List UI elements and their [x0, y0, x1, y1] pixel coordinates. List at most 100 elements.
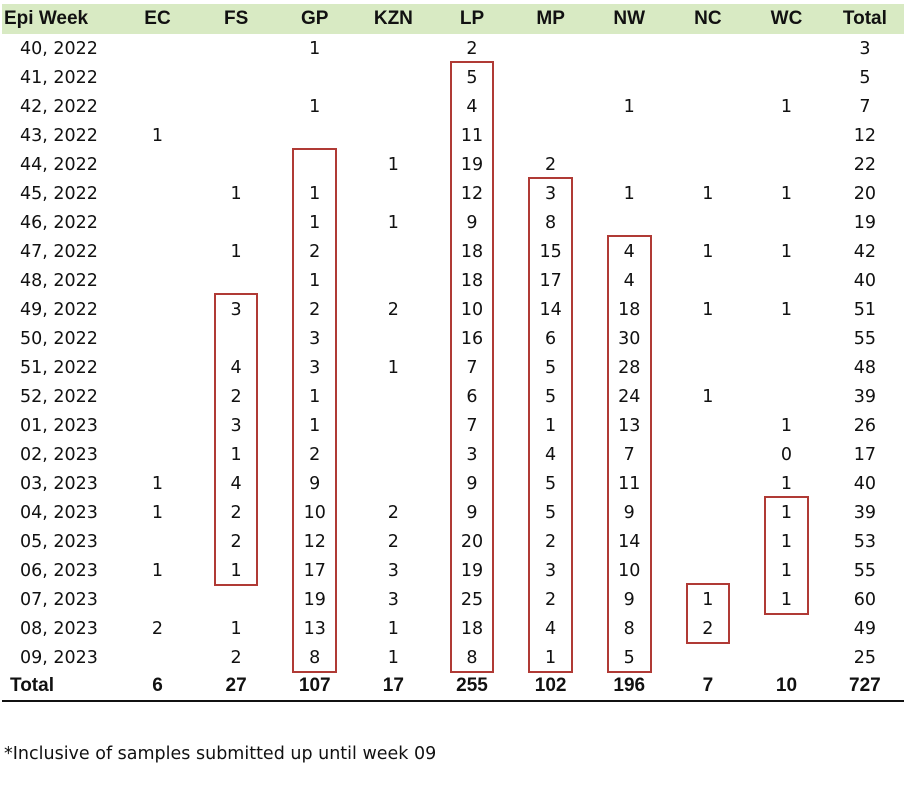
count-cell: 4 — [545, 444, 557, 465]
table-row: 52, 2022 2 1 6 5 24 1 39 — [2, 382, 904, 411]
count-cell — [747, 643, 826, 672]
table-row: 03, 2023 1 4 9 9 5 11 1 40 — [2, 469, 904, 498]
count-cell: 1 — [780, 473, 793, 494]
count-cell: 1 — [780, 560, 793, 581]
count-cell: 7 — [466, 357, 478, 378]
count-cell: 3 — [859, 38, 871, 59]
epi-week-cell: 05, 2023 — [20, 531, 98, 552]
table-body: 40, 2022 1 2 3 41, 2022 5 5 42, 2022 1 4 1 1 7 43, 20… — [2, 34, 904, 702]
count-cell: 2 — [387, 502, 399, 523]
count-cell: 1 — [780, 502, 793, 523]
count-cell: 5 — [466, 67, 478, 88]
epi-week-cell: 02, 2023 — [20, 444, 98, 465]
table-row: 50, 2022 3 16 6 30 55 — [2, 324, 904, 353]
count-cell: 2 — [230, 502, 242, 523]
count-cell — [669, 34, 748, 63]
count-cell — [511, 92, 590, 121]
count-cell: 1 — [780, 531, 793, 552]
total-cell: 6 — [118, 672, 197, 702]
count-cell: 9 — [623, 589, 635, 610]
count-cell: 5 — [545, 502, 557, 523]
total-cell: 27 — [196, 672, 276, 702]
count-cell — [511, 63, 590, 92]
count-cell: 1 — [387, 357, 399, 378]
count-cell: 1 — [702, 299, 714, 320]
count-cell: 39 — [853, 502, 877, 523]
epi-week-cell: 47, 2022 — [20, 241, 98, 262]
count-cell: 1 — [623, 183, 635, 204]
epi-week-cell: 09, 2023 — [20, 647, 98, 668]
count-cell: 55 — [853, 560, 877, 581]
total-cell: 102 — [511, 672, 590, 702]
count-cell: 3 — [387, 560, 399, 581]
column-header: KZN — [373, 8, 413, 29]
count-cell: 1 — [387, 212, 399, 233]
count-cell: 2 — [387, 299, 399, 320]
count-cell: 8 — [466, 647, 478, 668]
count-cell: 12 — [853, 125, 877, 146]
column-header: FS — [223, 8, 249, 29]
count-cell: 20 — [853, 183, 877, 204]
count-cell — [354, 34, 433, 63]
count-cell: 19 — [460, 560, 484, 581]
count-cell: 4 — [545, 618, 557, 639]
total-cell: 7 — [668, 672, 748, 702]
count-cell: 5 — [545, 386, 557, 407]
table-row: 40, 2022 1 2 3 — [2, 34, 904, 63]
count-cell — [118, 382, 197, 411]
count-cell: 3 — [545, 560, 557, 581]
epi-week-cell: 41, 2022 — [20, 67, 98, 88]
count-cell — [197, 150, 276, 179]
count-cell — [354, 63, 433, 92]
count-cell: 8 — [623, 618, 635, 639]
count-cell: 2 — [545, 154, 557, 175]
count-cell: 3 — [387, 589, 399, 610]
count-cell: 26 — [853, 415, 877, 436]
count-cell: 1 — [151, 560, 164, 581]
count-cell: 1 — [780, 589, 793, 610]
table-row: 44, 2022 1 19 2 22 — [2, 150, 904, 179]
count-cell: 40 — [853, 270, 877, 291]
footnote: *Inclusive of samples submitted up until… — [4, 744, 437, 764]
count-cell: 1 — [230, 241, 242, 262]
count-cell: 55 — [853, 328, 877, 349]
count-cell — [354, 92, 433, 121]
count-cell — [118, 266, 197, 295]
total-cell: 255 — [432, 672, 512, 702]
count-cell — [354, 121, 433, 150]
count-cell — [747, 121, 826, 150]
count-cell: 1 — [309, 183, 321, 204]
count-cell: 42 — [853, 241, 877, 262]
table-row: 51, 2022 4 3 1 7 5 28 48 — [2, 353, 904, 382]
count-cell: 10 — [618, 560, 641, 581]
total-row: Total 6 27 107 17 255 102 196 7 10 727 — [2, 672, 904, 702]
count-cell: 1 — [387, 618, 399, 639]
count-cell — [275, 150, 354, 179]
count-cell: 8 — [309, 647, 321, 668]
count-cell — [197, 34, 276, 63]
count-cell: 1 — [151, 502, 164, 523]
count-cell — [747, 150, 826, 179]
count-cell: 12 — [303, 531, 326, 552]
count-cell: 2 — [466, 38, 478, 59]
count-cell: 17 — [853, 444, 877, 465]
count-cell: 3 — [309, 328, 321, 349]
count-cell: 6 — [545, 328, 557, 349]
count-cell: 1 — [309, 212, 321, 233]
count-cell — [669, 92, 748, 121]
count-cell: 2 — [309, 444, 321, 465]
epi-week-table-container: Epi Week EC FS GP KZN LP MP NW NC WC Total 40, 202… — [2, 4, 904, 702]
count-cell: 2 — [151, 618, 164, 639]
total-cell: 17 — [354, 672, 433, 702]
table-row: 43, 2022 1 11 12 — [2, 121, 904, 150]
count-cell — [590, 63, 669, 92]
count-cell: 2 — [702, 618, 714, 639]
count-cell — [118, 237, 197, 266]
count-cell — [669, 469, 748, 498]
count-cell: 9 — [309, 473, 321, 494]
epi-week-cell: 03, 2023 — [20, 473, 98, 494]
count-cell: 1 — [230, 618, 242, 639]
count-cell: 1 — [151, 473, 164, 494]
count-cell: 11 — [460, 125, 484, 146]
table-row: 49, 2022 3 2 2 10 14 18 1 1 51 — [2, 295, 904, 324]
